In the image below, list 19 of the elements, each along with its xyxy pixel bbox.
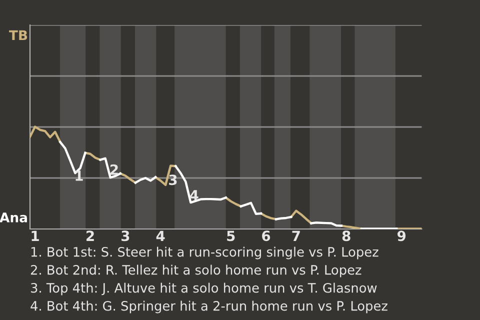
x-tick-label: 7 — [292, 230, 300, 241]
x-tick-label: 5 — [227, 230, 235, 242]
text: TB — [9, 30, 28, 40]
annotation: 4 — [190, 190, 198, 200]
annotation: 1 — [76, 170, 83, 181]
x-tick-label: 9 — [398, 230, 406, 242]
x-tick-label: 6 — [262, 230, 270, 242]
x-tick-label: 2 — [86, 230, 94, 241]
text: 2. Bot 2nd: R. Tellez hit a solo home run vs P. Lopez — [30, 264, 362, 278]
x-tick-label: 4 — [156, 230, 165, 241]
x-tick-label: 3 — [122, 230, 130, 242]
text: 3. Top 4th: J. Altuve hit a solo home run vs T. Glasnow — [30, 282, 377, 296]
annotation: 3 — [169, 174, 177, 186]
text: 4. Bot 4th: G. Springer hit a 2-run home run vs P. Lopez — [30, 300, 388, 314]
x-tick-label: 1 — [32, 230, 39, 241]
text: 1. Bot 1st: S. Steer hit a run-scoring single vs P. Lopez — [31, 246, 378, 260]
x-tick-label: 8 — [342, 230, 350, 242]
annotation: 2 — [110, 164, 118, 175]
text: Ana — [0, 212, 27, 222]
